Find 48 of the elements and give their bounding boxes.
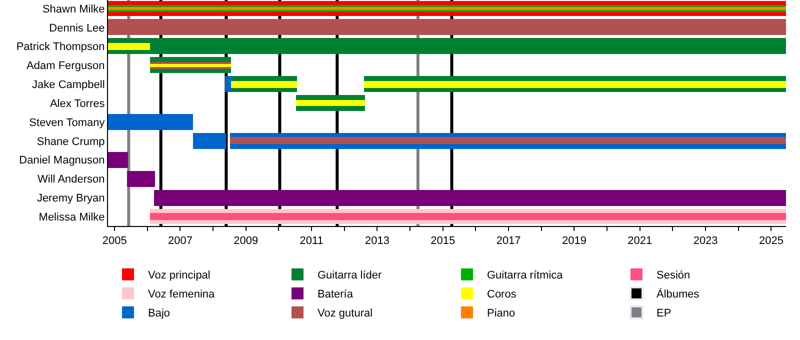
y-tick-label: Daniel Magnuson — [19, 154, 105, 167]
x-tick-label: 2013 — [364, 235, 390, 248]
y-tick-label: Melissa Milke — [38, 211, 105, 224]
x-tick-label: 2019 — [562, 235, 586, 248]
legend-label: Voz femenina — [148, 288, 216, 301]
x-tick-label: 2011 — [300, 235, 324, 248]
legend-label: Sesión — [656, 270, 690, 282]
y-tick-label: Adam Ferguson — [26, 60, 105, 72]
legend-label: Voz principal — [148, 270, 210, 282]
legend-label: Coros — [487, 288, 517, 301]
y-tick-label: Jeremy Bryan — [36, 192, 105, 204]
bar — [150, 213, 786, 220]
legend-label: Álbumes — [656, 288, 700, 301]
x-tick-label: 2005 — [102, 235, 127, 248]
x-tick-label: 2021 — [628, 235, 652, 248]
x-tick-label: 2017 — [496, 235, 521, 248]
x-tick-label: 2025 — [758, 235, 784, 248]
bar — [364, 81, 786, 88]
legend-label: Batería — [318, 288, 354, 301]
bar — [231, 81, 297, 88]
legend-label: Guitarra rítmica — [487, 270, 564, 282]
y-tick-label: Jake Campbell — [32, 79, 105, 92]
x-tick-label: 2009 — [234, 235, 258, 248]
bar — [127, 171, 155, 187]
bar — [108, 38, 786, 54]
x-tick-label: 2007 — [168, 235, 192, 248]
bar — [108, 43, 150, 50]
y-tick-label: Dennis Lee — [49, 22, 105, 34]
x-tick-label: 2015 — [430, 235, 456, 248]
legend-label: Guitarra líder — [318, 270, 382, 282]
bar — [108, 152, 128, 168]
legend-label: Piano — [487, 308, 516, 320]
legend-label: Voz gutural — [318, 308, 373, 320]
y-tick-label: Steven Tomany — [29, 116, 106, 129]
bar — [296, 100, 365, 106]
y-tick-label: Shawn Milke — [42, 3, 105, 16]
y-tick-label: Shane Crump — [36, 136, 105, 148]
legend-label: Bajo — [148, 308, 170, 320]
bar — [225, 76, 231, 92]
bar — [108, 114, 193, 130]
bar — [154, 190, 786, 206]
y-tick-label: Alex Torres — [50, 98, 106, 110]
y-tick-label: Patrick Thompson — [16, 41, 105, 54]
x-tick-label: 2023 — [693, 235, 718, 248]
y-tick-label: Will Anderson — [38, 174, 105, 186]
legend-label: EP — [656, 308, 672, 320]
bar — [193, 133, 226, 149]
bar — [230, 137, 786, 144]
